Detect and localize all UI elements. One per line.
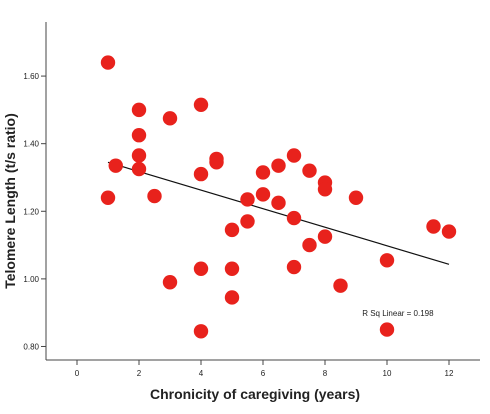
- data-point: [193, 261, 209, 276]
- data-point: [302, 163, 317, 178]
- data-point: [131, 148, 147, 163]
- x-axis-title: Chronicity of caregiving (years): [150, 386, 360, 402]
- data-point: [240, 192, 255, 207]
- data-point: [255, 165, 271, 180]
- data-point: [224, 290, 240, 305]
- data-point: [147, 188, 162, 204]
- data-point: [131, 161, 147, 177]
- x-tick-label: 2: [137, 369, 142, 378]
- r-squared-annotation: R Sq Linear = 0.198: [362, 309, 434, 318]
- x-tick-label: 12: [445, 369, 454, 378]
- x-tick-label: 4: [199, 369, 204, 378]
- data-point: [100, 55, 116, 70]
- fit-layer: [107, 161, 450, 265]
- y-tick-label: 1.40: [23, 140, 39, 149]
- data-point: [193, 97, 209, 113]
- x-tick-label: 0: [75, 369, 80, 378]
- data-point: [286, 259, 302, 275]
- ticks-layer: 0.80 1.00 1.20 1.40 1.60 0 2 4 6 8 10 12: [23, 72, 454, 378]
- data-point: [271, 195, 286, 211]
- data-point: [209, 155, 224, 170]
- x-tick-label: 6: [261, 369, 266, 378]
- data-point: [317, 182, 333, 197]
- fit-line: [107, 161, 450, 265]
- data-point: [255, 187, 271, 202]
- y-tick-label: 1.00: [23, 275, 39, 284]
- y-axis-title: Telomere Length (t/s ratio): [2, 113, 18, 289]
- data-point: [108, 158, 123, 173]
- data-point: [224, 222, 240, 238]
- data-point: [379, 322, 395, 337]
- data-point: [131, 128, 147, 143]
- data-point: [333, 278, 348, 293]
- points-layer: [100, 55, 457, 339]
- data-point: [240, 214, 255, 229]
- data-point: [286, 210, 302, 226]
- data-point: [379, 253, 395, 268]
- data-point: [302, 237, 317, 253]
- data-point: [224, 261, 240, 276]
- x-tick-label: 8: [323, 369, 328, 378]
- data-point: [348, 190, 364, 205]
- data-point: [162, 275, 178, 290]
- y-tick-label: 1.60: [23, 72, 39, 81]
- data-point: [426, 219, 441, 234]
- data-point: [441, 224, 457, 239]
- data-point: [162, 111, 178, 126]
- y-tick-label: 1.20: [23, 207, 39, 216]
- data-point: [193, 324, 209, 339]
- data-point: [193, 166, 209, 182]
- data-point: [271, 158, 286, 173]
- y-tick-label: 0.80: [23, 342, 39, 351]
- data-point: [286, 148, 302, 163]
- x-tick-label: 10: [383, 369, 392, 378]
- data-point: [131, 102, 147, 118]
- data-point: [317, 229, 333, 244]
- data-point: [100, 190, 116, 205]
